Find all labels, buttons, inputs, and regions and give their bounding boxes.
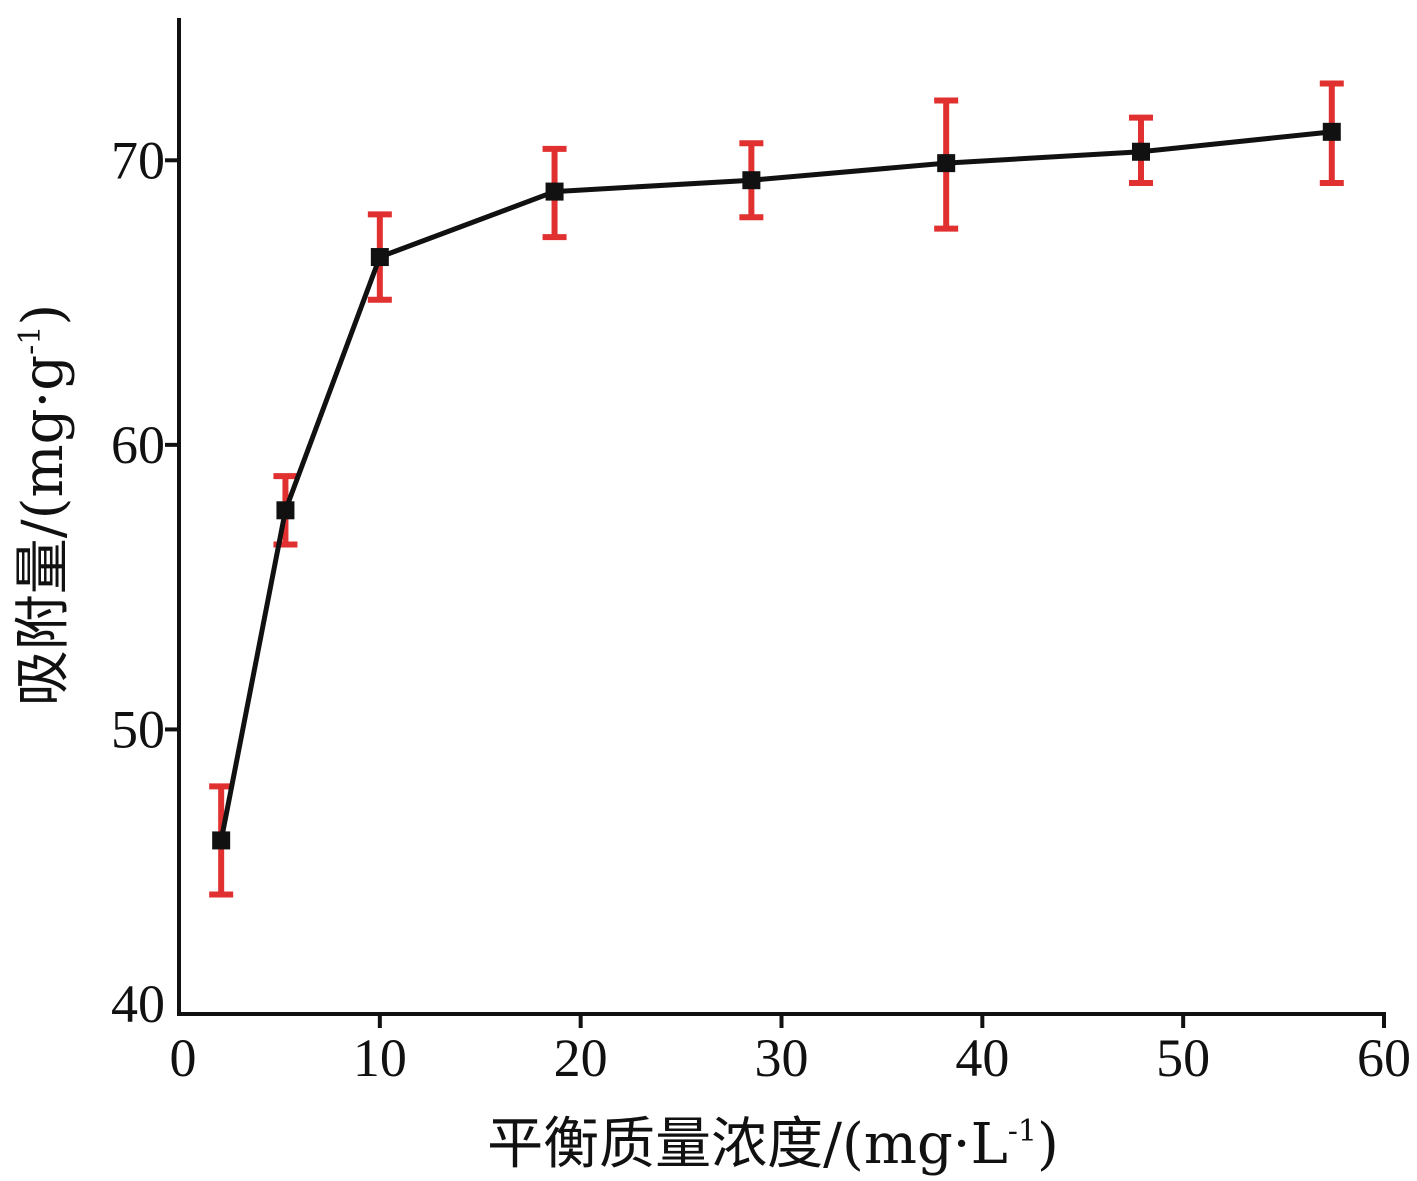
x-tick-label-50: 50 bbox=[1156, 1028, 1210, 1088]
data-point-2 bbox=[276, 501, 295, 520]
data-point-1 bbox=[212, 831, 231, 850]
y-tick-label-40: 40 bbox=[111, 974, 165, 1034]
x-tick-label-30: 30 bbox=[755, 1028, 809, 1088]
x-ticks: 0 10 20 30 40 50 60 bbox=[170, 1014, 1411, 1088]
data-point-7 bbox=[1131, 142, 1150, 161]
data-point-4 bbox=[545, 182, 564, 201]
data-point-5 bbox=[742, 171, 761, 190]
markers bbox=[212, 122, 1341, 850]
series-line bbox=[218, 129, 1333, 841]
data-point-6 bbox=[937, 154, 956, 173]
y-axis-title: 吸附量/(mg·g-1) bbox=[11, 304, 76, 706]
x-axis-title: 平衡质量浓度/(mg·L-1) bbox=[487, 1112, 1059, 1177]
x-tick-label-60: 60 bbox=[1357, 1028, 1411, 1088]
x-tick-label-20: 20 bbox=[554, 1028, 608, 1088]
data-line bbox=[218, 129, 1333, 841]
y-tick-label-70: 70 bbox=[111, 130, 165, 190]
y-tick-label-60: 60 bbox=[111, 415, 165, 475]
y-tick-label-50: 50 bbox=[111, 699, 165, 759]
y-ticks: 40 50 60 70 bbox=[111, 130, 179, 1034]
data-point-3 bbox=[370, 248, 389, 267]
axes bbox=[177, 18, 1386, 1016]
error-bars bbox=[209, 80, 1344, 898]
x-tick-label-0: 0 bbox=[170, 1028, 197, 1088]
x-tick-label-10: 10 bbox=[353, 1028, 407, 1088]
data-point-8 bbox=[1322, 122, 1341, 141]
x-tick-label-40: 40 bbox=[955, 1028, 1009, 1088]
